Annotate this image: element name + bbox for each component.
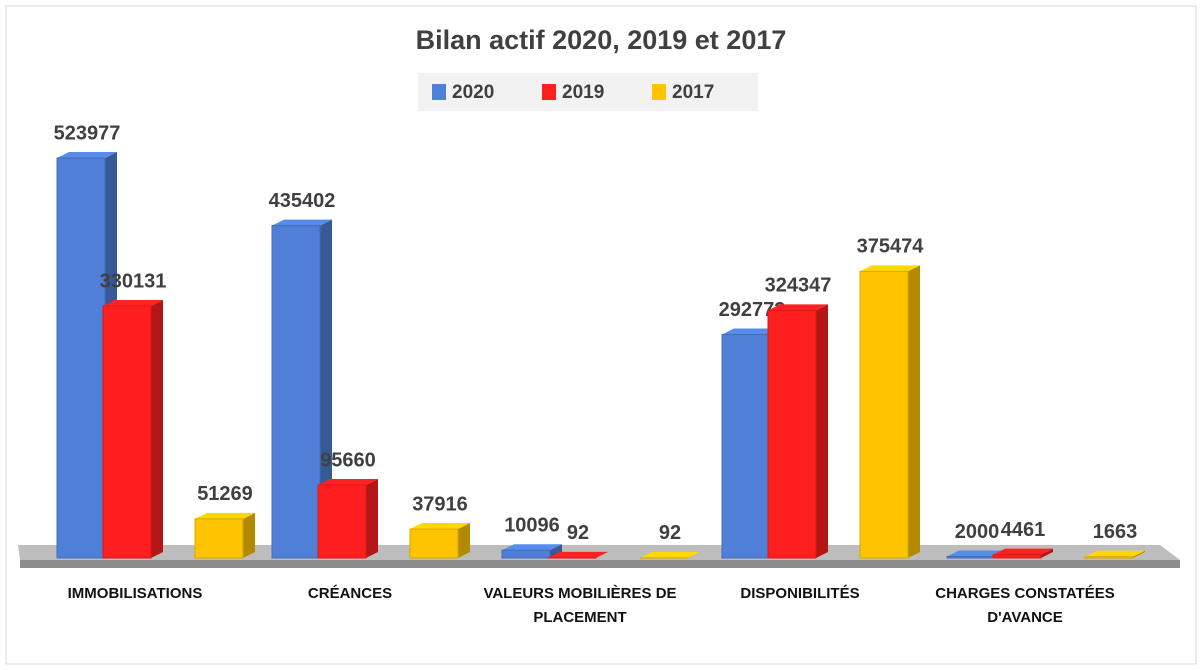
bar-top bbox=[722, 328, 782, 335]
bar-side bbox=[366, 478, 378, 558]
bar-top bbox=[640, 551, 700, 558]
bar bbox=[992, 554, 1042, 559]
bar bbox=[194, 518, 244, 559]
legend-box bbox=[418, 73, 758, 111]
bar-top bbox=[768, 304, 828, 311]
legend-swatch bbox=[432, 84, 446, 100]
bar bbox=[271, 225, 321, 559]
bar-top bbox=[195, 512, 255, 519]
bar-side bbox=[320, 219, 332, 558]
chart-title: Bilan actif 2020, 2019 et 2017 bbox=[416, 25, 787, 55]
bar bbox=[409, 528, 459, 559]
data-label: 324347 bbox=[765, 275, 832, 297]
bar-top bbox=[103, 299, 163, 306]
bar bbox=[767, 309, 817, 559]
bar-side bbox=[1133, 550, 1145, 558]
bar-top bbox=[860, 265, 920, 272]
data-label: 375474 bbox=[857, 236, 925, 258]
bar bbox=[859, 270, 909, 559]
data-label: 1663 bbox=[1093, 521, 1138, 543]
bar-side bbox=[458, 523, 470, 558]
data-label: 2000 bbox=[955, 521, 1000, 543]
bar-top bbox=[502, 544, 562, 551]
legend-label: 2019 bbox=[562, 82, 604, 103]
bar bbox=[317, 484, 367, 559]
bar-top bbox=[272, 219, 332, 226]
bar-side bbox=[151, 299, 163, 558]
bar-top bbox=[947, 550, 1007, 557]
data-label: 92 bbox=[567, 522, 589, 544]
bar-side bbox=[243, 512, 255, 558]
x-tick-label: CRÉANCES bbox=[307, 585, 393, 602]
x-tick-label: DISPONIBILITÉS bbox=[740, 585, 860, 602]
data-label: 92 bbox=[659, 522, 681, 544]
legend-swatch bbox=[652, 84, 666, 100]
legend-label: 2017 bbox=[672, 82, 714, 103]
bar-side bbox=[550, 544, 562, 558]
data-label: 10096 bbox=[504, 515, 560, 537]
bar bbox=[946, 555, 996, 559]
data-label: 4461 bbox=[1001, 519, 1046, 541]
bar bbox=[56, 157, 106, 559]
legend-label: 2020 bbox=[452, 82, 494, 103]
x-tick-label: CHARGES CONSTATÉES D'AVANCE bbox=[935, 585, 1115, 626]
bar-side bbox=[596, 551, 608, 558]
bar bbox=[102, 305, 152, 559]
data-label: 51269 bbox=[197, 483, 253, 505]
bar-top bbox=[548, 551, 608, 558]
data-label: 95660 bbox=[320, 449, 376, 471]
bar-top bbox=[1085, 550, 1145, 557]
x-tick-label: VALEURS MOBILIÈRES DE PLACEMENT bbox=[483, 585, 677, 626]
bar-side bbox=[1041, 548, 1053, 558]
bar-top bbox=[410, 523, 470, 530]
legend-swatch bbox=[542, 84, 556, 100]
bar-top bbox=[57, 152, 117, 158]
bar bbox=[721, 334, 771, 559]
bar bbox=[501, 549, 551, 559]
floor-edge bbox=[20, 560, 1180, 568]
bar-side bbox=[816, 304, 828, 558]
bar bbox=[1084, 556, 1134, 559]
bar-side bbox=[908, 265, 920, 558]
data-label: 37916 bbox=[412, 493, 468, 515]
data-label: 523977 bbox=[54, 122, 121, 144]
data-label: 330131 bbox=[100, 270, 167, 292]
bar-top bbox=[993, 548, 1053, 555]
x-tick-label: IMMOBILISATIONS bbox=[67, 585, 203, 602]
data-label: 435402 bbox=[269, 190, 336, 212]
bar-side bbox=[688, 551, 700, 558]
bar-top bbox=[318, 478, 378, 485]
